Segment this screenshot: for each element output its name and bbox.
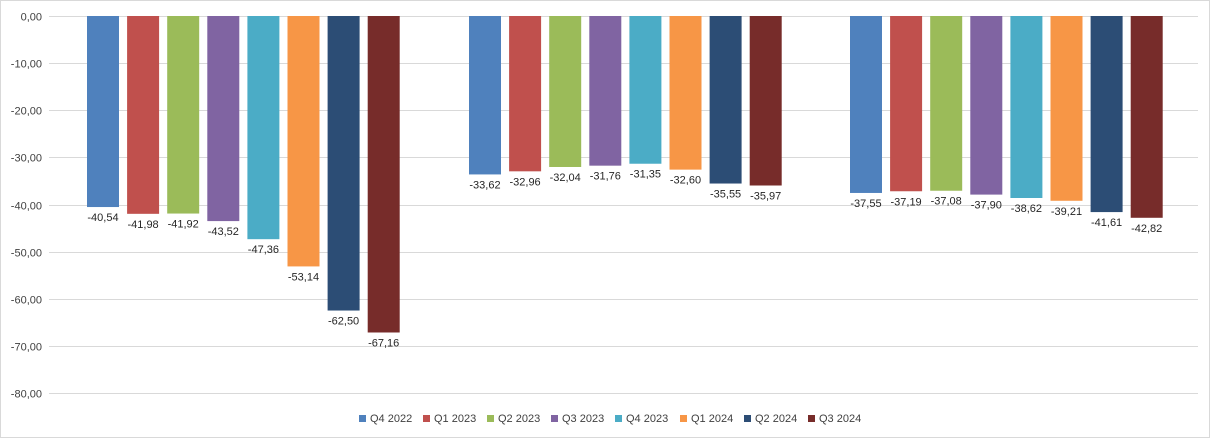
legend-label: Q1 2023 [434, 413, 476, 425]
bar [127, 16, 160, 214]
bar [509, 16, 542, 172]
legend-swatch [615, 415, 622, 422]
legend-swatch [551, 415, 558, 422]
data-label: -38,62 [1011, 203, 1042, 215]
bar [327, 16, 360, 311]
data-label: -37,90 [971, 200, 1002, 212]
data-label: -32,60 [670, 175, 701, 187]
y-tick-label: -80,00 [11, 389, 42, 401]
data-label: -31,76 [590, 171, 621, 183]
bar [167, 16, 200, 214]
bar [367, 16, 400, 333]
bars [87, 16, 1163, 333]
bar [850, 16, 882, 193]
data-label: -39,21 [1051, 206, 1082, 218]
legend-label: Q2 2023 [498, 413, 540, 425]
bar [709, 16, 742, 184]
bar [970, 16, 1003, 195]
data-label: -31,35 [630, 169, 661, 181]
bar [247, 16, 280, 240]
data-label: -35,97 [750, 191, 781, 203]
data-label: -33,62 [469, 179, 500, 191]
bar [469, 16, 501, 175]
bar [1130, 16, 1163, 218]
legend-swatch [680, 415, 687, 422]
y-tick-label: -30,00 [11, 153, 42, 165]
bar [930, 16, 963, 191]
bar [629, 16, 662, 164]
bar [1090, 16, 1123, 213]
legend-label: Q1 2024 [691, 413, 733, 425]
bar [1050, 16, 1083, 201]
gridlines [49, 16, 1198, 394]
legend-label: Q4 2023 [626, 413, 668, 425]
data-label: -67,16 [368, 337, 399, 349]
y-tick-label: -50,00 [11, 248, 42, 260]
bar [890, 16, 923, 192]
data-labels: -40,54 -33,62 -37,55 -41,98 -32,96 -37,19 -41,… [87, 169, 1162, 350]
bar [589, 16, 622, 166]
y-tick-label: -40,00 [11, 201, 42, 213]
data-label: -37,19 [890, 196, 921, 208]
bar [207, 16, 240, 222]
data-label: -42,82 [1131, 223, 1162, 235]
bar [549, 16, 582, 167]
legend-swatch [359, 415, 366, 422]
legend-label: Q3 2023 [562, 413, 604, 425]
y-tick-label: -10,00 [11, 59, 42, 71]
data-label: -41,92 [168, 219, 199, 231]
data-label: -62,50 [328, 316, 359, 328]
bar [749, 16, 782, 186]
y-tick-label: 0,00 [21, 12, 42, 24]
bar [87, 16, 119, 208]
bar [287, 16, 320, 267]
legend-swatch [808, 415, 815, 422]
data-label: -43,52 [208, 226, 239, 238]
data-label: -41,61 [1091, 217, 1122, 229]
y-tick-label: -60,00 [11, 295, 42, 307]
legend: Q4 2022 Q1 2023 Q2 2023 Q3 2023 Q4 2023 Q1 20… [359, 413, 861, 425]
legend-label: Q3 2024 [819, 413, 861, 425]
data-label: -53,14 [288, 271, 319, 283]
y-axis-ticks: 0,00 -10,00 -20,00 -30,00 -40,00 -50,00 -60,00… [11, 12, 42, 401]
data-label: -47,36 [248, 244, 279, 256]
legend-label: Q2 2024 [755, 413, 797, 425]
legend-swatch [487, 415, 494, 422]
legend-swatch [744, 415, 751, 422]
y-tick-label: -20,00 [11, 106, 42, 118]
data-label: -32,04 [550, 172, 581, 184]
y-tick-label: -70,00 [11, 342, 42, 354]
legend-label: Q4 2022 [370, 413, 412, 425]
data-label: -37,55 [850, 198, 881, 210]
bar [669, 16, 702, 170]
data-label: -37,08 [931, 196, 962, 208]
data-label: -32,96 [509, 176, 540, 188]
data-label: -35,55 [710, 189, 741, 201]
bar [1010, 16, 1043, 198]
legend-swatch [423, 415, 430, 422]
data-label: -41,98 [127, 219, 158, 231]
data-label: -40,54 [87, 212, 118, 224]
